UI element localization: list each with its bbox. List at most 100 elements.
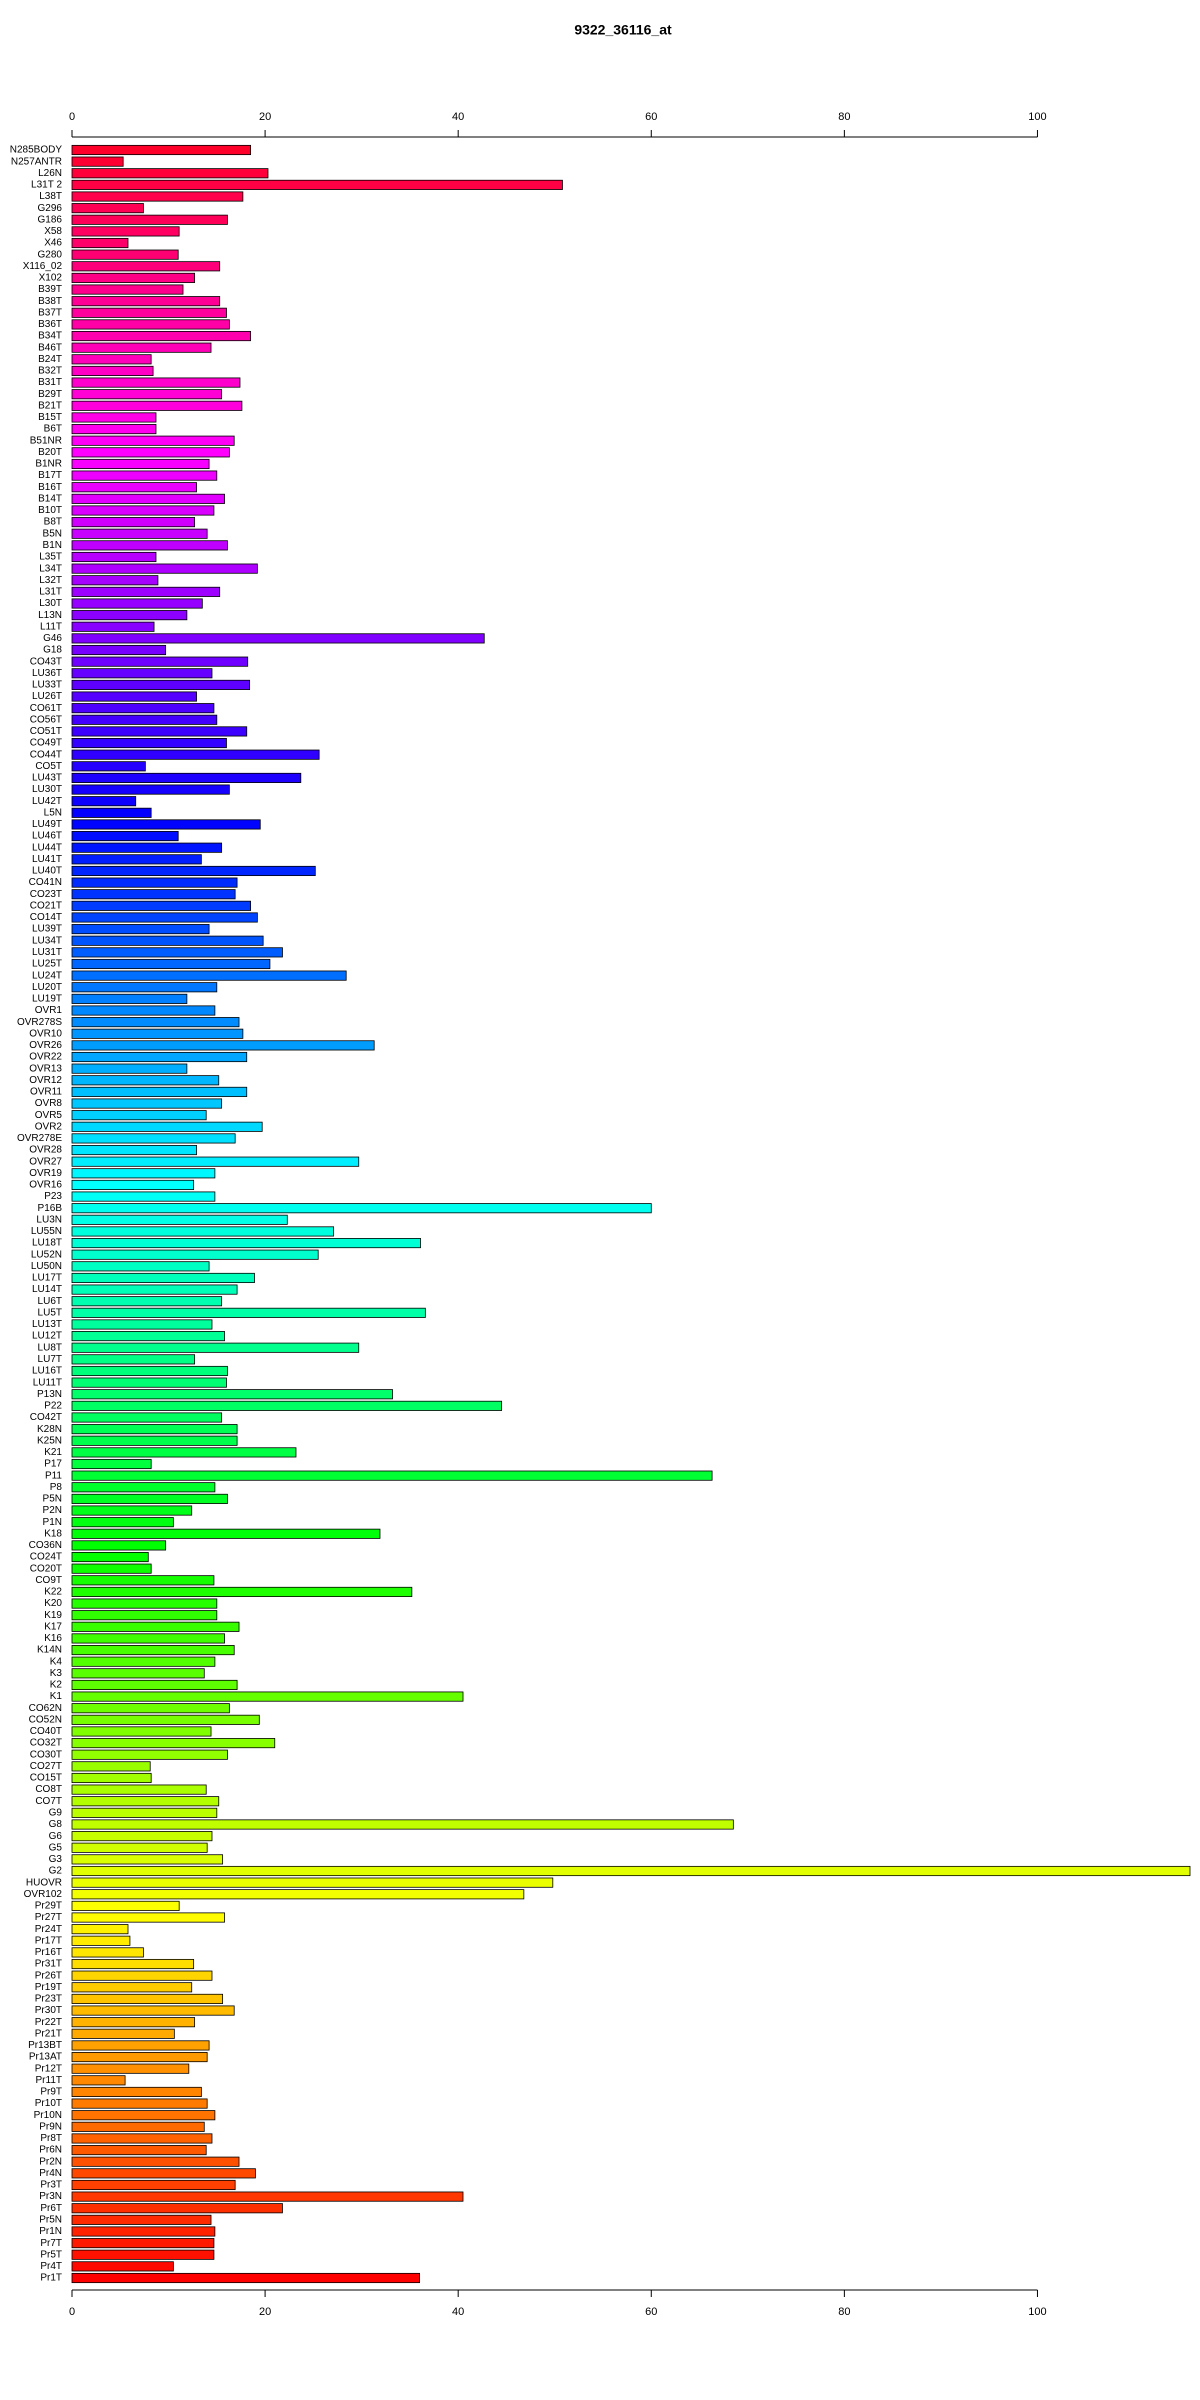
category-label: Pr7T (40, 2238, 62, 2249)
category-label: OVR19 (29, 1168, 62, 1179)
bar (71, 2028, 175, 2039)
category-label: G8 (49, 1819, 63, 1830)
category-label: LU46T (32, 831, 62, 842)
bar (71, 1144, 197, 1156)
bar (71, 1865, 1191, 1877)
bar (71, 2110, 216, 2121)
x-tick-label: 20 (259, 2306, 271, 2318)
bar (71, 1342, 360, 1353)
category-label: Pr24T (35, 1924, 62, 1935)
bar (71, 1505, 193, 1516)
category-label: CO41N (29, 877, 62, 888)
category-label: LU25T (32, 959, 62, 970)
category-label: Pr30T (35, 2005, 62, 2016)
bar (71, 319, 230, 330)
category-label: CO24T (30, 1552, 62, 1563)
bar (71, 1365, 228, 1377)
category-label: OVR278E (17, 1133, 62, 1144)
bar (71, 1470, 713, 1481)
bar (71, 1354, 196, 1365)
category-label: G46 (43, 633, 62, 644)
category-label: B1NR (35, 459, 62, 470)
bar (71, 342, 212, 353)
bar (71, 575, 159, 586)
category-label: LU42T (32, 796, 62, 807)
bar (71, 226, 180, 237)
bar (71, 2145, 207, 2156)
category-label: L5N (44, 807, 62, 818)
bar (71, 1633, 225, 1644)
bar (71, 842, 223, 853)
category-label: B51NR (30, 435, 62, 446)
bar (71, 877, 238, 888)
category-label: P13N (37, 1389, 62, 1400)
category-label: CO42T (30, 1412, 62, 1423)
bar (71, 1214, 288, 1225)
category-label: G3 (49, 1854, 63, 1865)
bar (71, 1598, 218, 1609)
bar (71, 726, 248, 737)
category-label: Pr2N (39, 2156, 62, 2167)
category-label: K4 (50, 1656, 63, 1667)
bar (71, 2238, 215, 2249)
bar (71, 679, 251, 690)
category-label: LU6T (38, 1296, 62, 1307)
bar (71, 1796, 220, 1807)
bar (71, 179, 563, 190)
bar (71, 982, 218, 993)
bar (71, 1226, 335, 1237)
bar (71, 377, 241, 388)
category-label: K3 (50, 1668, 63, 1679)
category-label: B37T (38, 307, 62, 318)
bar (71, 644, 167, 656)
bar (71, 365, 154, 376)
category-label: Pr13BT (28, 2040, 62, 2051)
category-label: B15T (38, 412, 62, 423)
bar (71, 2191, 464, 2202)
bar (71, 749, 320, 760)
bar (71, 2179, 236, 2191)
bar (71, 2133, 213, 2144)
bar (71, 958, 271, 970)
chart-title: 9322_36116_at (574, 22, 672, 38)
category-label: X46 (44, 238, 62, 249)
bar (71, 1063, 188, 1074)
category-label: P16B (38, 1203, 63, 1214)
category-label: CO51T (30, 726, 62, 737)
x-tick-label: 60 (645, 111, 657, 123)
category-label: Pr9N (39, 2121, 62, 2132)
bar (71, 1110, 207, 1121)
bar (71, 1749, 228, 1760)
category-label: Pr5T (40, 2249, 62, 2260)
category-label: B32T (38, 366, 62, 377)
category-label: Pr26T (35, 1970, 62, 1981)
category-label: LU30T (32, 784, 62, 795)
x-tick-label: 80 (838, 111, 850, 123)
category-label: LU8T (38, 1342, 62, 1353)
category-label: Pr29T (35, 1901, 62, 1912)
bar (71, 1831, 213, 1842)
category-label: Pr12T (35, 2063, 62, 2074)
category-label: Pr1T (40, 2273, 62, 2284)
bar (71, 1412, 223, 1423)
x-tick-label: 40 (452, 2306, 464, 2318)
bar (71, 447, 230, 458)
category-label: CO5T (35, 761, 62, 772)
bar (71, 517, 196, 528)
category-label: B14T (38, 493, 62, 504)
category-label: K16 (44, 1633, 62, 1644)
bar (71, 470, 218, 481)
category-label: B34T (38, 331, 62, 342)
bar (71, 1621, 240, 1632)
bar (71, 272, 196, 283)
category-label: K18 (44, 1528, 62, 1539)
category-label: OVR1 (35, 1005, 63, 1016)
category-label: Pr4T (40, 2261, 62, 2272)
category-label: OVR28 (29, 1145, 62, 1156)
category-label: G280 (38, 249, 63, 260)
category-label: Pr31T (35, 1959, 62, 1970)
x-tick-label: 100 (1028, 2306, 1046, 2318)
category-label: CO7T (35, 1796, 62, 1807)
bar (71, 2226, 216, 2237)
category-label: OVR5 (35, 1110, 63, 1121)
